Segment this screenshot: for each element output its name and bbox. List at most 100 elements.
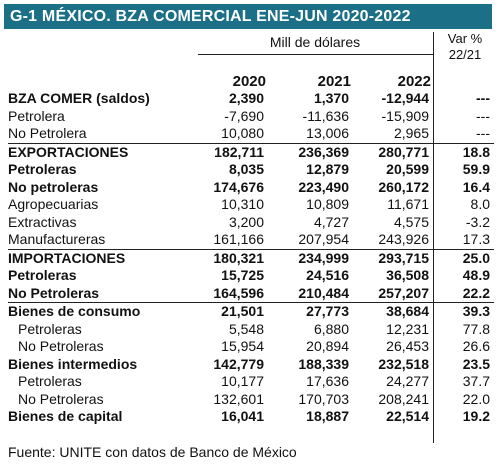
row-label: No Petroleras [8,284,100,301]
value-2022: 4,575 [393,213,429,230]
value-2021: 207,954 [298,231,349,248]
table-row: No petroleras 174,676 223,490 260,172 16.4 [8,179,494,197]
var-percent: 8.0 [470,196,490,213]
value-2020: 3,200 [228,213,264,230]
table-row: Bienes de capital 16,041 18,887 22,514 19.2 [8,408,494,426]
value-2022: 208,241 [378,390,429,407]
table-row: Petroleras 8,035 12,879 20,599 59.9 [8,161,494,179]
value-2022: -15,909 [381,107,429,124]
table-row: Bienes intermedios 142,779 188,339 232,518 2… [8,356,494,374]
var-percent: 48.9 [462,267,490,284]
var-percent: --- [476,90,490,107]
value-2021: 12,879 [306,161,349,178]
table-row: No Petroleras 164,596 210,484 257,207 22.2 [8,285,494,303]
year-header-2020: 2020 [232,73,266,90]
value-2020: 132,601 [213,390,264,407]
row-label: Bienes intermedios [8,355,138,372]
row-label: Petroleras [18,320,82,337]
var-percent: 19.2 [462,408,490,425]
row-label: IMPORTACIONES [8,248,182,267]
row-label: EXPORTACIONES [8,142,182,161]
value-2021: 210,484 [298,284,349,301]
table-row: Agropecuarias 10,310 10,809 11,671 8.0 [8,196,494,214]
value-2022: 280,771 [351,142,431,161]
row-label: No petroleras [8,178,99,195]
value-2020: -7,690 [224,107,264,124]
var-percent: 39.3 [431,302,494,321]
value-2021: 27,773 [266,302,351,321]
value-2022: 26,453 [386,338,429,355]
value-2022: -12,944 [381,90,429,107]
value-2022: 260,172 [378,178,429,195]
table-body: BZA COMER (saldos) 2,390 1,370 -12,944 --- Pe… [8,90,494,426]
value-2022: 11,671 [387,196,429,213]
table-row: Petroleras 5,548 6,880 12,231 77.8 [8,321,494,339]
row-label: Bienes de capital [8,408,123,425]
table-row: Petroleras 10,177 17,636 24,277 37.7 [8,373,494,391]
var-percent: 22.2 [462,284,490,301]
value-2021: 236,369 [266,142,351,161]
value-2022: 20,599 [386,161,429,178]
table-row: BZA COMER (saldos) 2,390 1,370 -12,944 --- [8,90,494,108]
value-2020: 10,310 [221,196,264,213]
var-percent: 59.9 [462,161,490,178]
value-2021: 4,727 [313,213,349,230]
value-2022: 12,231 [386,320,429,337]
source-note: Fuente: UNITE con datos de Banco de Méxi… [8,444,297,460]
value-2020: 142,779 [213,355,264,372]
value-2020: 10,177 [221,373,264,390]
table-title: G-1 MÉXICO. BZA COMERCIAL ENE-JUN 2020-2… [4,4,492,29]
value-2020: 174,676 [213,178,264,195]
value-2022: 232,518 [378,355,429,372]
value-2020: 16,041 [221,408,264,425]
table-row: Extractivas 3,200 4,727 4,575 -3.2 [8,214,494,232]
table-row: No Petroleras 132,601 170,703 208,241 22.0 [8,391,494,409]
table-row: Bienes de consumo 21,501 27,773 38,684 39.3 [8,302,494,321]
value-2022: 243,926 [378,231,429,248]
table-row: Petrolera -7,690 -11,636 -15,909 --- [8,108,494,126]
value-2020: 182,711 [182,142,266,161]
value-2022: 36,508 [386,267,429,284]
value-2022: 38,684 [351,302,431,321]
value-2022: 24,277 [386,373,429,390]
value-2020: 164,596 [213,284,264,301]
value-2022: 2,965 [393,125,429,142]
year-header-2022: 2022 [397,73,431,90]
table-row: Manufactureras 161,166 207,954 243,926 17.3 [8,231,494,249]
value-2020: 10,080 [221,125,264,142]
value-2020: 2,390 [228,90,264,107]
var-percent: -3.2 [465,213,490,230]
value-2020: 180,321 [182,248,266,267]
row-label: Petroleras [18,373,82,390]
value-2020: 8,035 [228,161,264,178]
value-2021: 170,703 [298,390,349,407]
trade-balance-table: BZA COMER (saldos) 2,390 1,370 -12,944 --- Pe… [8,90,494,426]
row-label: Manufactureras [8,231,106,248]
value-2021: 20,894 [306,338,349,355]
value-2020: 5,548 [228,320,264,337]
var-percent: 16.4 [462,178,490,195]
row-label: Petrolera [8,107,65,124]
value-2022: 257,207 [378,284,429,301]
var-header-line2: 22/21 [448,47,482,62]
var-percent: 25.0 [431,248,494,267]
value-2022: 22,514 [386,408,429,425]
var-header: Var % 22/21 [436,31,494,63]
value-2021: 188,339 [298,355,349,372]
value-2021: 10,809 [306,196,349,213]
value-2020: 15,954 [221,338,264,355]
table-row: IMPORTACIONES 180,321 234,999 293,715 25.0 [8,248,494,267]
var-percent: --- [476,107,490,124]
units-underline [198,54,433,55]
row-label: Extractivas [8,213,77,230]
var-percent: 77.8 [462,320,490,337]
value-2020: 161,166 [213,231,264,248]
var-percent: 37.7 [462,373,490,390]
var-percent: 23.5 [462,355,490,372]
var-percent: 22.0 [462,390,490,407]
row-label: Petroleras [8,161,77,178]
row-label: No Petrolera [8,125,87,142]
value-2022: 293,715 [351,248,431,267]
row-label: Agropecuarias [8,196,99,213]
value-2021: 17,636 [306,373,349,390]
